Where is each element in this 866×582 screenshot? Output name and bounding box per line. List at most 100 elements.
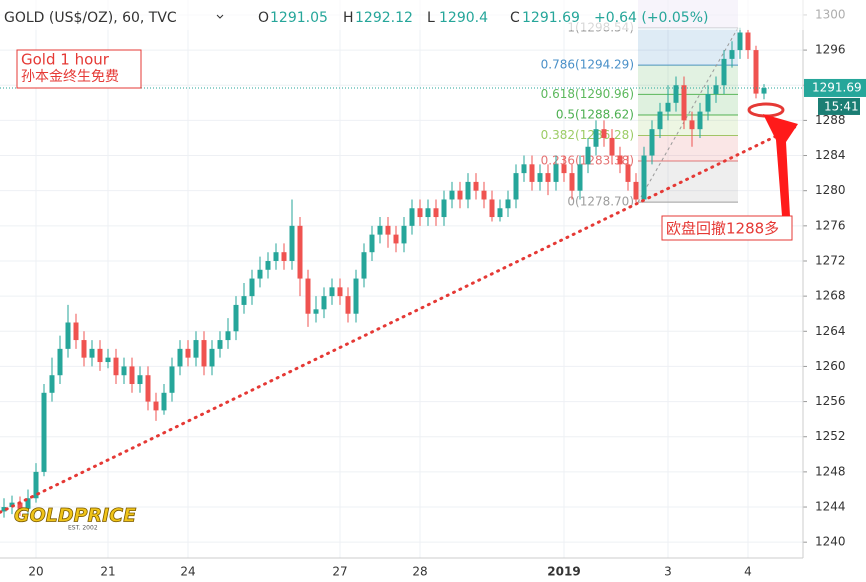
candle-body xyxy=(33,471,39,499)
fib-band xyxy=(638,135,738,161)
candle-body xyxy=(97,348,103,363)
candle-body xyxy=(601,129,607,138)
y-tick-label: 1284 xyxy=(815,148,846,162)
change: +0.64 (+0.05%) xyxy=(594,10,708,26)
candle-body xyxy=(425,208,431,218)
candle-body xyxy=(273,252,279,261)
candle-body xyxy=(169,366,175,393)
ohlc-key: H xyxy=(343,10,354,26)
candle-body xyxy=(209,348,215,367)
candle-body xyxy=(561,164,567,174)
candle-body xyxy=(57,348,63,376)
candle-body xyxy=(689,120,695,130)
candle-body xyxy=(609,137,615,156)
candles xyxy=(1,27,767,518)
callout-box xyxy=(661,215,793,241)
candle-body xyxy=(233,304,239,332)
y-tick-label: 1260 xyxy=(815,359,846,373)
candle-body xyxy=(177,348,183,367)
y-tick-label: 1248 xyxy=(815,464,846,478)
y-tick-label: 1296 xyxy=(815,43,846,57)
fib-band xyxy=(638,160,738,203)
candle-body xyxy=(441,199,447,218)
y-tick-label: 1240 xyxy=(815,535,846,549)
y-tick-label: 1276 xyxy=(815,218,846,232)
candle-body xyxy=(313,309,319,314)
price-label: 1291.69 xyxy=(812,80,862,94)
candle-body xyxy=(81,340,87,358)
candle-body xyxy=(505,199,511,209)
candle-body xyxy=(73,322,79,341)
arrow xyxy=(763,114,798,216)
candle-body xyxy=(593,129,599,147)
candle-body xyxy=(265,260,271,270)
y-tick-label: 1268 xyxy=(815,289,846,303)
candle-body xyxy=(17,502,23,509)
candle-body xyxy=(721,58,727,86)
candle-body xyxy=(345,296,351,314)
candle-body xyxy=(673,85,679,103)
note-box xyxy=(16,49,142,89)
candle-body xyxy=(161,392,167,411)
candle-body xyxy=(241,296,247,305)
candle-body xyxy=(641,155,647,200)
candle-body xyxy=(497,208,503,218)
y-tick-label: 1264 xyxy=(815,324,846,338)
candle-body xyxy=(705,94,711,112)
candle-body xyxy=(417,208,423,218)
x-tick-label: 21 xyxy=(100,565,115,579)
y-tick-label: 1288 xyxy=(815,113,846,127)
candle-body xyxy=(257,269,263,279)
candle-body xyxy=(105,357,111,363)
candle-body xyxy=(385,225,391,235)
candle-body xyxy=(585,146,591,165)
candle-body xyxy=(465,181,471,200)
candle-body xyxy=(1,507,7,512)
candle-body xyxy=(633,181,639,200)
countdown: 15:41 xyxy=(824,99,859,113)
candle-body xyxy=(337,287,343,297)
y-tick-label: 1280 xyxy=(815,183,846,197)
candle-body xyxy=(617,155,623,165)
ohlc-value: 1291.05 xyxy=(270,10,328,26)
chevron[interactable] xyxy=(216,14,224,19)
x-tick-label: 27 xyxy=(332,565,347,579)
fibonacci: 1(1298.54)0.786(1294.29)0.618(1290.96)0.… xyxy=(541,0,739,209)
candle-body xyxy=(201,340,207,367)
candle-body xyxy=(697,111,703,130)
fib-label: 0(1278.70) xyxy=(567,195,634,209)
candle-body xyxy=(657,111,663,130)
ohlc-key: C xyxy=(510,10,520,26)
candle-body xyxy=(649,129,655,156)
candle-body xyxy=(665,102,671,112)
fib-label: 0.786(1294.29) xyxy=(541,58,634,72)
countdown-tag xyxy=(818,97,860,115)
logo: GOLDPRICE xyxy=(14,505,136,527)
candle-body xyxy=(297,225,303,279)
x-tick-label: 28 xyxy=(412,565,427,579)
candle-body xyxy=(145,375,151,402)
candle-body xyxy=(369,234,375,253)
x-tick-label: 2019 xyxy=(547,565,580,579)
candle-body xyxy=(473,181,479,191)
fib-label: 0.5(1288.62) xyxy=(556,107,634,121)
candle-body xyxy=(25,498,31,509)
candle-body xyxy=(457,190,463,200)
ohlc-value: 1291.69 xyxy=(522,10,580,26)
candle-body xyxy=(217,340,223,349)
callout: 欧盘回撤1288多 xyxy=(666,220,779,238)
candle-body xyxy=(377,225,383,235)
header-bg xyxy=(0,0,866,30)
candle-body xyxy=(129,366,135,385)
ohlc-value: 1290.4 xyxy=(439,10,488,26)
x-tick-label: 4 xyxy=(744,565,752,579)
candle-body xyxy=(529,164,535,182)
candle-body xyxy=(121,366,127,376)
candle-body xyxy=(49,375,55,393)
candle-body xyxy=(489,199,495,218)
candle-body xyxy=(625,164,631,182)
ohlc-value: 1292.12 xyxy=(355,10,413,26)
fib-label: 0.382(1286.28) xyxy=(541,128,634,142)
x-tick-label: 20 xyxy=(28,565,43,579)
